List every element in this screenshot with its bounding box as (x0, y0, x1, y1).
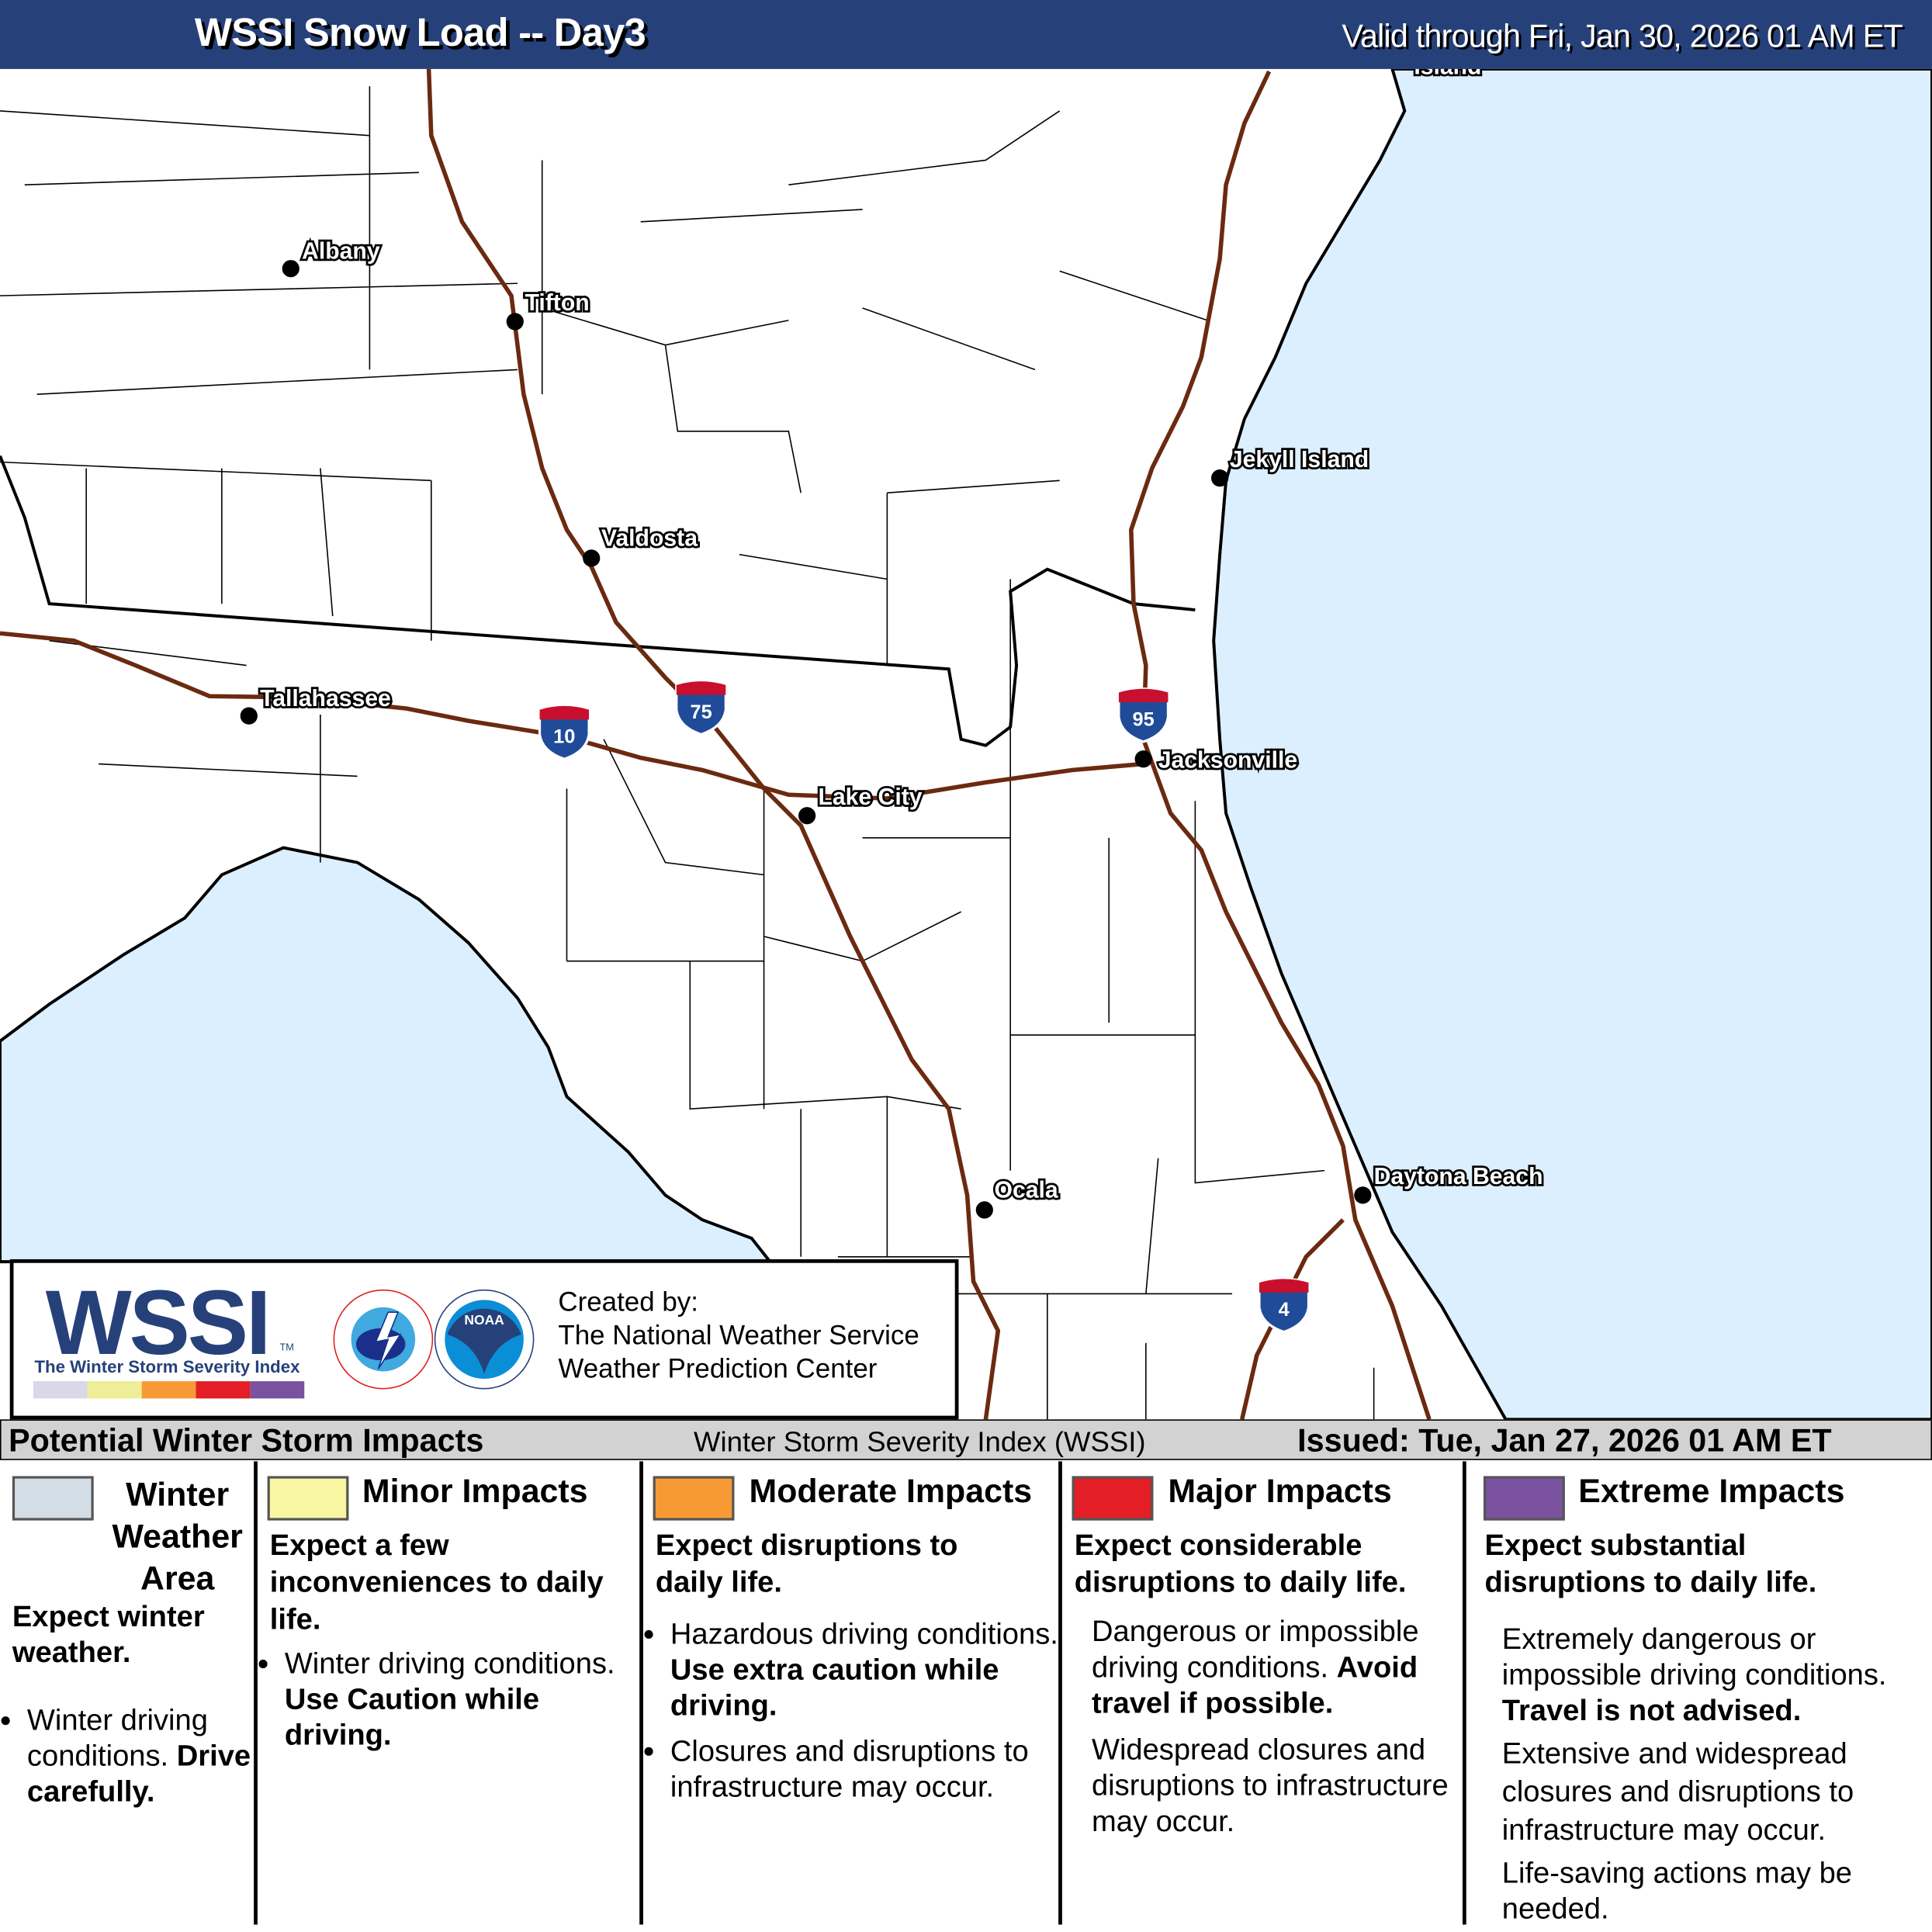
detail: Winter driving conditions. (26, 1704, 208, 1774)
svg-text:95: 95 (1133, 708, 1155, 730)
category-summary: Expect disruptions to daily life. (655, 1529, 958, 1600)
color-swatch (1072, 1476, 1154, 1521)
legend-title: Potential Winter Storm Impacts (9, 1421, 484, 1459)
legend-extreme-impacts: Extreme Impacts Expect substantial disru… (1466, 1461, 1930, 1927)
color-swatch (33, 1381, 88, 1399)
detail: Widespread closures and disruptions to i… (1091, 1733, 1449, 1839)
color-swatch (267, 1476, 349, 1521)
svg-text:75: 75 (690, 701, 712, 723)
category-name: Winter Weather Area (112, 1476, 243, 1598)
color-swatch (653, 1476, 735, 1521)
legend-header: Potential Winter Storm Impacts Winter St… (0, 1419, 1932, 1460)
index-name: Winter Storm Severity Index (WSSI) (694, 1425, 1146, 1458)
city-label: Lake City (818, 784, 922, 810)
nws-logo (333, 1289, 434, 1390)
category-name: Extreme Impacts (1578, 1472, 1845, 1510)
legend-major-impacts: Major Impacts Expect considerable disrup… (1062, 1461, 1466, 1925)
city-marker (1134, 750, 1152, 768)
detail: Hazardous driving conditions. (670, 1618, 1058, 1651)
interstate-shield-95: 95 (1117, 687, 1170, 743)
city-marker (282, 260, 299, 278)
color-swatch (250, 1381, 305, 1399)
county-lines (0, 86, 1375, 1420)
interstate-shield-4: 4 (1258, 1277, 1311, 1334)
detail-emphasis: Use Caution while driving. (284, 1683, 540, 1753)
interstate-shield-10: 10 (538, 705, 590, 760)
valid-time: Valid through Fri, Jan 30, 2026 01 AM ET (1342, 17, 1903, 54)
credit-line: Weather Prediction Center (558, 1352, 878, 1384)
category-name: Major Impacts (1168, 1472, 1392, 1510)
wssi-color-bar (33, 1381, 305, 1399)
svg-text:10: 10 (553, 726, 575, 748)
wssi-logo: WSSI (45, 1271, 272, 1374)
map: Albany Tifton Valdosta Tallahassee Lake City… (0, 68, 1932, 1420)
interstate-shield-75: 75 (675, 680, 727, 736)
detail: Extremely dangerous or impossible drivin… (1501, 1622, 1887, 1692)
detail-emphasis: Avoid travel if possible. (1091, 1650, 1418, 1720)
detail-emphasis: Use extra caution while driving. (670, 1653, 999, 1723)
city-marker (1354, 1186, 1372, 1204)
city-label: Jekyll Island (1230, 447, 1369, 473)
category-summary: Expect substantial disruptions to daily … (1484, 1529, 1817, 1600)
header: WSSI Snow Load -- Day3 Valid through Fri… (0, 0, 1932, 69)
category-summary: Expect a few inconveniences to daily lif… (269, 1529, 604, 1636)
city-label: Valdosta (601, 525, 698, 551)
category-summary: Expect considerable disruptions to daily… (1074, 1529, 1407, 1600)
issued-time: Issued: Tue, Jan 27, 2026 01 AM ET (1297, 1421, 1832, 1459)
detail: Life-saving actions may be needed. (1501, 1857, 1853, 1927)
legend-winter-weather-area: Winter Weather Area Expect winter weathe… (0, 1461, 258, 1925)
color-swatch (12, 1476, 94, 1521)
color-swatch (1483, 1476, 1565, 1521)
city-marker (240, 707, 258, 725)
trademark: TM (279, 1342, 294, 1353)
city-label: Albany (302, 238, 380, 264)
city-marker (798, 807, 816, 825)
state-border-ga-fl (0, 455, 1196, 747)
map-title: WSSI Snow Load -- Day3 (194, 9, 646, 54)
color-swatch (141, 1381, 196, 1399)
gulf-of-mexico (0, 846, 774, 1264)
credit-line: The National Weather Service (558, 1319, 919, 1351)
color-swatch (87, 1381, 142, 1399)
atlantic-ocean (1212, 68, 1932, 1420)
detail-emphasis: Travel is not advised. (1501, 1694, 1802, 1728)
city-label: Island (1414, 69, 1481, 79)
legend-minor-impacts: Minor Impacts Expect a few inconvenience… (258, 1461, 643, 1925)
wssi-subtitle: The Winter Storm Severity Index (34, 1356, 300, 1376)
detail: Extensive and widespread closures and di… (1501, 1737, 1854, 1847)
svg-text:NOAA: NOAA (464, 1312, 504, 1328)
category-name: Minor Impacts (362, 1472, 588, 1510)
city-label: Jacksonville (1158, 747, 1297, 773)
city-label: Tallahassee (260, 686, 391, 712)
city-marker (1211, 469, 1229, 487)
city-marker (583, 549, 601, 567)
city-label: Tifton (525, 290, 589, 316)
credits-box: WSSI TM The Winter Storm Severity Index … (9, 1259, 959, 1420)
svg-text:4: 4 (1279, 1299, 1290, 1321)
category-summary: Expect winter weather. (12, 1600, 205, 1670)
city-marker (506, 313, 524, 331)
detail: Winter driving conditions. (284, 1647, 615, 1681)
city-label: Daytona Beach (1374, 1164, 1543, 1189)
city-marker (975, 1201, 993, 1219)
detail-emphasis: Drive carefully. (26, 1740, 251, 1809)
city-label: Ocala (995, 1178, 1058, 1203)
color-swatch (196, 1381, 251, 1399)
detail: Closures and disruptions to infrastructu… (670, 1734, 1029, 1804)
detail: Dangerous or impossible driving conditio… (1091, 1615, 1419, 1684)
category-name: Moderate Impacts (749, 1472, 1033, 1510)
credit-line: Created by: (558, 1286, 698, 1317)
legend-moderate-impacts: Moderate Impacts Expect disruptions to d… (643, 1461, 1062, 1925)
noaa-logo: NOAA (434, 1289, 535, 1390)
